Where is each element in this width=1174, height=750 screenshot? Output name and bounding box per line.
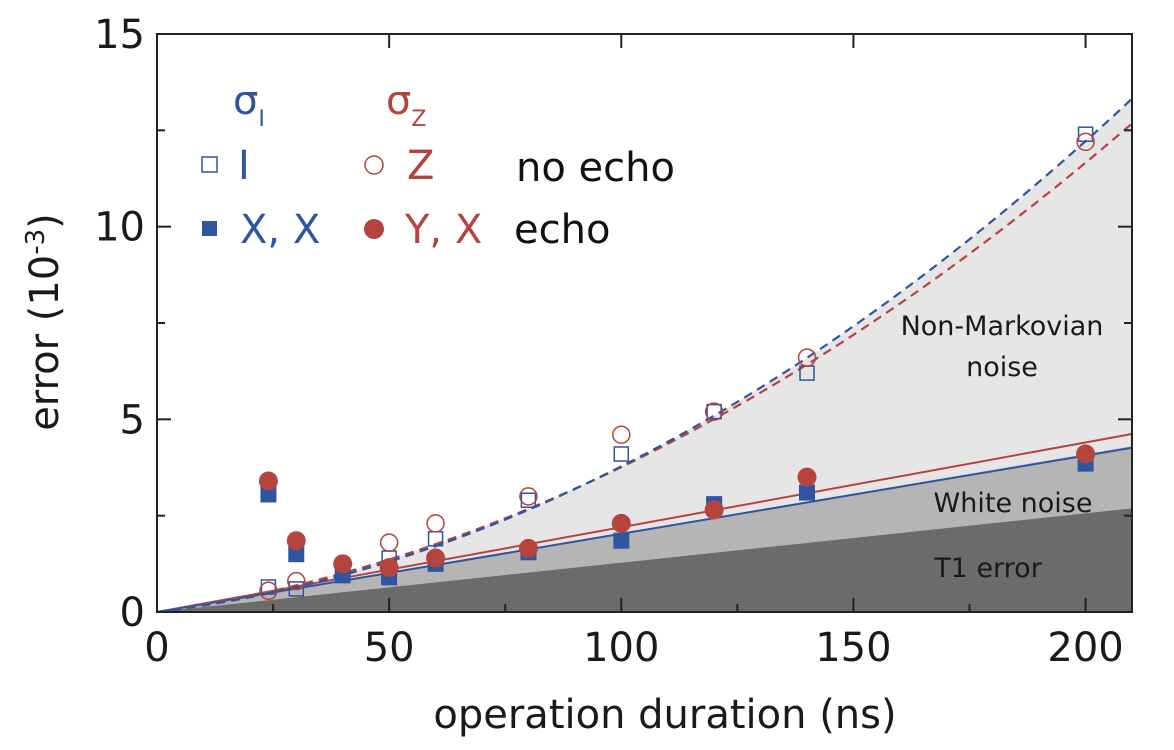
point-open-square-200 <box>1077 126 1094 142</box>
x-tick-label-0: 0 <box>144 625 169 671</box>
legend-marker-open-square <box>201 156 218 173</box>
y-tick-label-15: 15 <box>94 12 145 58</box>
legend-tag-echo: echo <box>514 207 610 253</box>
point-open-circle-80 <box>519 487 538 506</box>
region-label-non-markovian-line1: Non-Markovian <box>901 311 1104 342</box>
point-open-square-100 <box>613 446 630 462</box>
point-open-circle-120 <box>704 402 724 421</box>
legend-marker-filled-square <box>202 221 217 236</box>
point-filled-square-100 <box>613 532 630 549</box>
point-filled-circle-24 <box>258 471 278 491</box>
x-tick-label-100: 100 <box>583 625 659 671</box>
point-filled-circle-50 <box>379 558 399 578</box>
point-filled-circle-200 <box>1076 444 1096 464</box>
legend-label-z: Z <box>407 143 434 189</box>
x-tick-label-50: 50 <box>364 625 415 671</box>
plot-area: 0 50 100 150 200 0 5 10 15 <box>94 12 1133 671</box>
y-axis-title-main: error (10 <box>22 255 68 431</box>
point-open-circle-100 <box>612 425 631 444</box>
legend-col2-header: σZ <box>386 78 426 132</box>
legend-col1-header: σI <box>233 78 265 132</box>
legend-marker-open-circle <box>364 155 384 175</box>
legend-label-y-x: Y, X <box>404 207 482 253</box>
point-open-circle-30 <box>287 571 306 591</box>
y-tick-label-10: 10 <box>94 205 145 251</box>
y-tick-label-5: 5 <box>120 397 145 443</box>
x-tick-label-200: 200 <box>1047 625 1123 671</box>
point-open-square-120 <box>706 403 722 420</box>
x-tick-label-150: 150 <box>815 625 891 671</box>
y-axis-title: error (10-3) <box>21 213 68 431</box>
point-open-circle-50 <box>379 533 399 552</box>
point-filled-circle-100 <box>611 513 631 533</box>
point-filled-circle-40 <box>333 554 353 574</box>
fit-line-solid-blue <box>156 446 1133 613</box>
point-filled-square-24 <box>260 486 277 503</box>
region-label-non-markovian-line2: noise <box>966 352 1038 383</box>
legend-label-i: I <box>238 143 250 189</box>
legend-label-x-x: X, X <box>240 207 320 253</box>
point-filled-circle-30 <box>286 531 306 551</box>
point-open-circle-24 <box>259 581 278 601</box>
point-filled-circle-80 <box>518 538 538 558</box>
legend: σI σZ I Z no echo X, X Y, X echo <box>201 78 675 253</box>
x-axis-title: operation duration (ns) <box>433 692 896 738</box>
point-filled-square-140 <box>799 484 815 501</box>
region-non-markovian <box>157 98 1132 613</box>
y-axis-title-close: ) <box>22 213 68 229</box>
point-open-circle-140 <box>797 348 817 367</box>
point-filled-circle-140 <box>797 467 817 487</box>
region-label-t1: T1 error <box>933 553 1043 584</box>
fit-line-dashed-blue <box>156 97 1133 614</box>
point-open-circle-60 <box>426 514 445 533</box>
point-filled-circle-60 <box>426 548 446 568</box>
y-tick-label-0: 0 <box>120 590 145 636</box>
legend-tag-no-echo: no echo <box>516 145 675 191</box>
region-t1-error <box>157 508 1132 612</box>
fit-line-dashed-red <box>156 122 1133 614</box>
point-filled-circle-120 <box>704 500 724 520</box>
legend-marker-filled-circle <box>364 219 384 239</box>
region-label-white-noise: White noise <box>934 488 1093 519</box>
legend-col2-subscript: Z <box>411 107 426 132</box>
y-axis-title-exponent: -3 <box>21 229 51 255</box>
point-filled-square-30 <box>288 546 305 563</box>
legend-col1-subscript: I <box>258 107 265 132</box>
point-open-circle-200 <box>1076 132 1095 152</box>
point-open-square-30 <box>288 581 305 597</box>
